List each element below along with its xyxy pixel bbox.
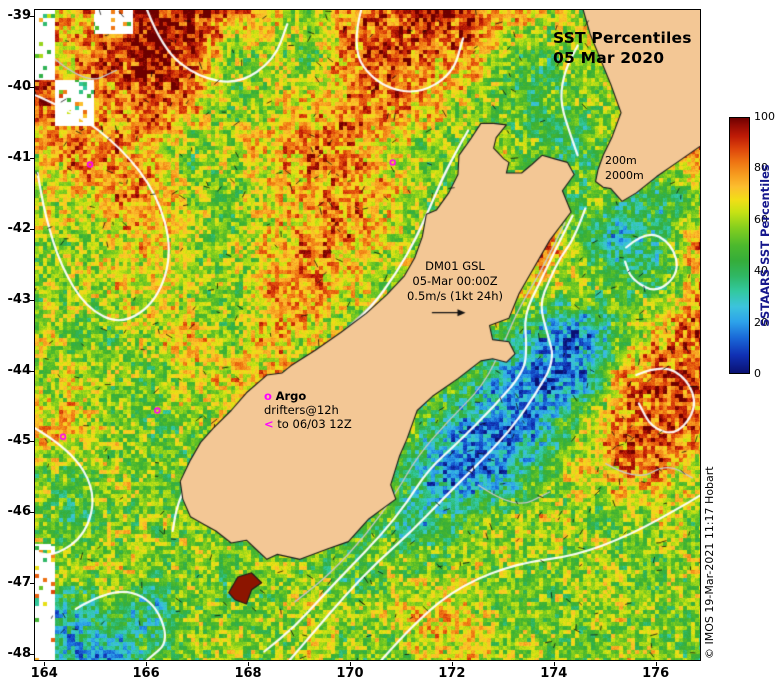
x-tick-mark: [655, 662, 657, 666]
mooring-speed: 0.5m/s (1kt 24h): [406, 289, 504, 303]
x-tick-label: 166: [132, 666, 160, 681]
colorbar-tick-label: 20: [754, 315, 768, 329]
y-tick-label: -45: [7, 433, 32, 449]
x-tick-label: 170: [336, 666, 364, 681]
x-tick-label: 174: [540, 666, 568, 681]
colorbar-tick-label: 60: [754, 212, 768, 226]
y-tick-mark: [30, 370, 34, 372]
x-tick-mark: [349, 662, 351, 666]
y-tick-label: -40: [7, 78, 32, 94]
map-title: SST Percentiles 05 Mar 2020: [553, 28, 692, 68]
y-tick-label: -43: [7, 291, 32, 307]
y-tick-mark: [30, 654, 34, 656]
y-tick-mark: [30, 299, 34, 301]
x-tick-mark: [553, 662, 555, 666]
argo-line1: o Argo: [264, 389, 352, 403]
y-tick-mark: [30, 583, 34, 585]
argo-track-arrow-icon: <: [264, 417, 274, 431]
x-tick-mark: [248, 662, 250, 666]
y-tick-label: -41: [7, 149, 32, 165]
x-tick-label: 172: [438, 666, 466, 681]
argo-float-marker-icon: o: [264, 389, 272, 403]
x-tick-mark: [44, 662, 46, 666]
argo-date-range: to 06/03 12Z: [277, 417, 352, 431]
colorbar-tick-label: 100: [754, 110, 775, 123]
mooring-time: 05-Mar 00:00Z: [412, 274, 498, 288]
y-tick-mark: [30, 16, 34, 18]
y-tick-label: -48: [7, 646, 32, 662]
map-title-line1: SST Percentiles: [553, 29, 692, 47]
x-tick-label: 164: [30, 666, 58, 681]
x-tick-label: 168: [234, 666, 262, 681]
argo-annotation: o Argo drifters@12h < to 06/03 12Z: [264, 389, 352, 431]
colorbar-tick-label: 0: [754, 367, 761, 380]
y-tick-label: -39: [7, 8, 32, 24]
depth-2000m-label: 2000m: [605, 169, 644, 182]
y-tick-mark: [30, 228, 34, 230]
mooring-annotation: DM01 GSL 05-Mar 00:00Z 0.5m/s (1kt 24h): [387, 259, 523, 304]
colorbar-tick-label: 40: [754, 264, 768, 278]
colorbar-gradient: [730, 118, 749, 373]
argo-line3: < to 06/03 12Z: [264, 417, 352, 431]
sst-heatmap-canvas: [35, 10, 700, 660]
colorbar: [729, 117, 750, 374]
map-title-date: 05 Mar 2020: [553, 49, 665, 67]
x-tick-mark: [451, 662, 453, 666]
y-tick-mark: [30, 86, 34, 88]
y-tick-label: -44: [7, 362, 32, 378]
x-tick-label: 176: [642, 666, 670, 681]
y-tick-label: -47: [7, 575, 32, 591]
y-tick-mark: [30, 441, 34, 443]
y-tick-mark: [30, 512, 34, 514]
copyright-text: © IMOS 19-Mar-2021 11:17 Hobart: [703, 466, 716, 659]
colorbar-label: SSTAARS SST Percentiles: [758, 164, 772, 327]
colorbar-tick-label: 80: [754, 161, 768, 175]
argo-label: Argo: [275, 389, 307, 403]
y-tick-label: -42: [7, 220, 32, 236]
x-tick-mark: [146, 662, 148, 666]
y-tick-label: -46: [7, 504, 32, 520]
depth-contour-labels: 200m 2000m: [605, 153, 644, 183]
map-panel: SST Percentiles 05 Mar 2020 200m 2000m D…: [34, 9, 701, 661]
argo-line2: drifters@12h: [264, 403, 339, 417]
depth-200m-label: 200m: [605, 154, 637, 167]
y-tick-mark: [30, 157, 34, 159]
mooring-id: DM01 GSL: [425, 259, 485, 273]
